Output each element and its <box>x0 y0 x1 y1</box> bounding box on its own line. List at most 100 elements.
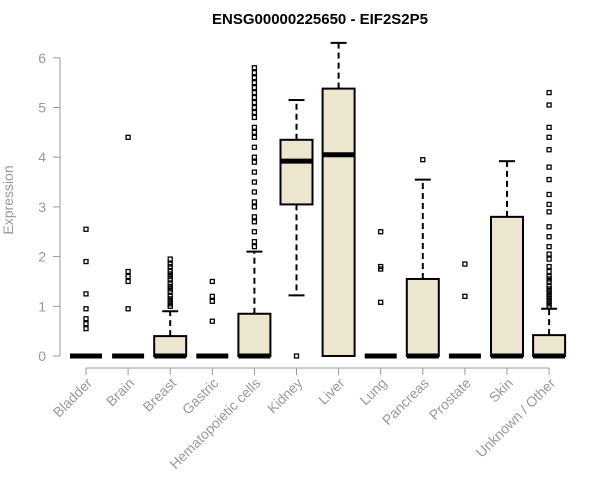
outlier-point <box>546 134 552 140</box>
outlier-point <box>420 157 426 163</box>
box-2 <box>153 256 188 359</box>
x-tick-label: Lung <box>356 375 389 408</box>
outlier-point <box>251 114 258 121</box>
outlier-point <box>125 278 131 285</box>
outlier-point <box>546 209 552 215</box>
box-body <box>490 215 524 357</box>
y-tick-label: 3 <box>38 199 46 215</box>
box-11 <box>532 89 567 359</box>
x-tick-label: Kidney <box>264 375 306 417</box>
box-6 <box>321 41 356 357</box>
outlier-point <box>462 293 468 300</box>
outlier-point <box>83 306 89 312</box>
outlier-point <box>378 263 384 270</box>
box-body <box>532 334 567 358</box>
x-tick-label: Prostate <box>426 375 474 423</box>
outlier-point <box>251 199 258 205</box>
box-5 <box>279 99 314 359</box>
x-tick-label: Pancreas <box>379 375 432 428</box>
outlier-point <box>251 244 258 250</box>
x-tick-label: Bladder <box>50 375 96 421</box>
outlier-point <box>546 89 552 96</box>
outlier-point <box>546 224 552 230</box>
outlier-point <box>251 65 258 71</box>
outlier-point <box>125 306 131 312</box>
y-axis-label: Expression <box>0 165 16 234</box>
box-body <box>279 138 314 206</box>
box-3 <box>196 278 229 359</box>
box-0 <box>70 226 102 359</box>
outlier-point <box>251 109 258 116</box>
box-body <box>237 312 272 358</box>
outlier-point <box>209 318 215 324</box>
outlier-point <box>251 239 258 245</box>
y-tick-label: 2 <box>38 249 46 265</box>
outlier-point <box>378 299 384 305</box>
outlier-point <box>251 75 258 81</box>
outlier-point <box>167 256 173 262</box>
box-7 <box>364 229 397 359</box>
outlier-point <box>251 204 258 210</box>
outlier-point <box>251 144 258 150</box>
outlier-point <box>546 201 552 208</box>
outlier-point <box>251 70 258 76</box>
outlier-point <box>546 283 552 290</box>
outlier-point <box>125 134 131 140</box>
y-tick-label: 5 <box>38 100 46 116</box>
plot-area <box>70 41 567 359</box>
outlier-point <box>167 293 173 300</box>
x-tick-label: Breast <box>139 375 179 415</box>
outlier-point <box>378 229 384 235</box>
outlier-point <box>167 261 173 267</box>
outlier-point <box>546 263 552 270</box>
outlier-point <box>546 176 552 183</box>
outlier-point <box>251 154 258 160</box>
outlier-point <box>167 268 173 275</box>
outlier-point <box>251 189 258 195</box>
y-tick-label: 0 <box>38 348 46 364</box>
outlier-point <box>209 293 215 300</box>
outlier-point <box>251 124 258 131</box>
y-tick-label: 6 <box>38 50 46 66</box>
outlier-point <box>251 219 258 225</box>
outlier-point <box>251 89 258 96</box>
outlier-point <box>251 104 258 111</box>
chart-title: ENSG00000225650 - EIF2S2P5 <box>212 11 428 28</box>
box-9 <box>448 261 481 359</box>
outlier-point <box>251 134 258 140</box>
outlier-point <box>546 147 552 153</box>
box-1 <box>112 134 145 359</box>
outlier-point <box>462 261 468 267</box>
box-body <box>153 335 188 357</box>
x-tick-label: Skin <box>486 375 517 406</box>
y-tick-label: 4 <box>38 149 46 165</box>
outlier-point <box>546 273 552 280</box>
outlier-point <box>83 226 89 232</box>
box-body <box>405 277 440 357</box>
outlier-point <box>546 124 552 131</box>
outlier-point <box>546 102 552 108</box>
outlier-point <box>251 214 258 220</box>
outlier-point <box>167 281 173 287</box>
box-10 <box>490 160 524 359</box>
outlier-point <box>251 169 258 175</box>
outlier-point <box>251 80 258 86</box>
outlier-point <box>546 164 552 170</box>
outlier-point <box>251 229 258 235</box>
box-8 <box>405 157 440 359</box>
outlier-point <box>209 278 215 285</box>
outlier-point <box>546 244 552 250</box>
outlier-point <box>546 191 552 198</box>
outlier-point <box>251 179 258 185</box>
outlier-point <box>251 94 258 101</box>
outlier-point <box>125 268 131 275</box>
outlier-point <box>209 298 215 304</box>
outlier-point <box>251 129 258 136</box>
outlier-point <box>83 258 89 265</box>
y-tick-label: 1 <box>38 298 46 314</box>
outlier-point <box>125 273 131 280</box>
box-4 <box>237 65 272 359</box>
outlier-point <box>83 316 89 322</box>
x-tick-label: Liver <box>315 375 348 408</box>
